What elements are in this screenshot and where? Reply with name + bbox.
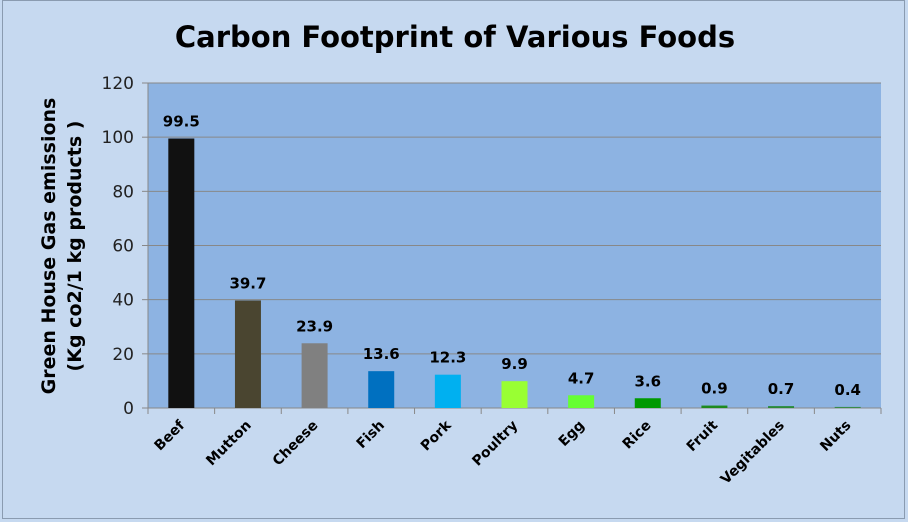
data-label: 0.4 [834, 381, 861, 399]
data-label: 13.6 [363, 345, 400, 363]
bar-nuts [834, 406, 861, 408]
bar-fruit [701, 405, 728, 408]
data-label: 0.9 [701, 380, 728, 398]
bar-pork [434, 374, 461, 408]
x-tick-label: Rice [620, 418, 655, 453]
bar-egg [568, 395, 595, 408]
data-label: 3.6 [634, 372, 661, 390]
y-tick-label: 80 [112, 182, 134, 202]
chart-title: Carbon Footprint of Various Foods [175, 20, 735, 54]
bar-chart: Carbon Footprint of Various Foods Green … [38, 20, 882, 488]
y-tick-label: 120 [102, 74, 134, 94]
bar-beef [168, 138, 195, 409]
bar-rice [634, 398, 661, 408]
data-label: 99.5 [163, 113, 200, 131]
x-tick-label: Egg [556, 418, 588, 450]
x-tick-label: Poultry [469, 418, 521, 470]
y-tick-label: 100 [102, 128, 134, 148]
x-tick-label: Mutton [203, 418, 255, 470]
data-label: 39.7 [229, 274, 266, 292]
data-label: 0.7 [768, 380, 795, 398]
plot-area: 0 20 40 60 80 100 120 99.5 Beef 39.7 Mutton 23.9 Che… [102, 74, 882, 488]
data-label: 12.3 [429, 349, 466, 367]
data-label: 9.9 [501, 355, 528, 373]
bar-mutton [234, 300, 261, 408]
y-axis-label-line-1: Green House Gas emissions [38, 98, 60, 395]
x-tick-label: Vegitables [718, 418, 788, 488]
bar-cheese [301, 343, 328, 408]
x-tick-label: Fruit [684, 417, 722, 455]
bar-vegitables [768, 406, 795, 408]
y-axis-label-line-2: (Kg co2/1 kg products ) [64, 121, 86, 372]
x-tick-label: Beef [152, 417, 189, 454]
y-tick-label: 60 [112, 237, 134, 257]
data-label: 23.9 [296, 317, 333, 335]
x-tick-label: Fish [354, 418, 388, 452]
y-tick-label: 40 [112, 291, 134, 311]
data-label: 4.7 [568, 369, 595, 387]
bar-poultry [501, 381, 528, 408]
y-tick-label: 0 [123, 399, 134, 419]
bar-fish [368, 371, 395, 408]
x-tick-label: Cheese [270, 418, 322, 470]
x-tick-label: Nuts [817, 418, 854, 455]
y-tick-label: 20 [112, 345, 134, 365]
y-axis-label: Green House Gas emissions (Kg co2/1 kg p… [38, 98, 86, 395]
x-tick-label: Pork [418, 417, 455, 454]
